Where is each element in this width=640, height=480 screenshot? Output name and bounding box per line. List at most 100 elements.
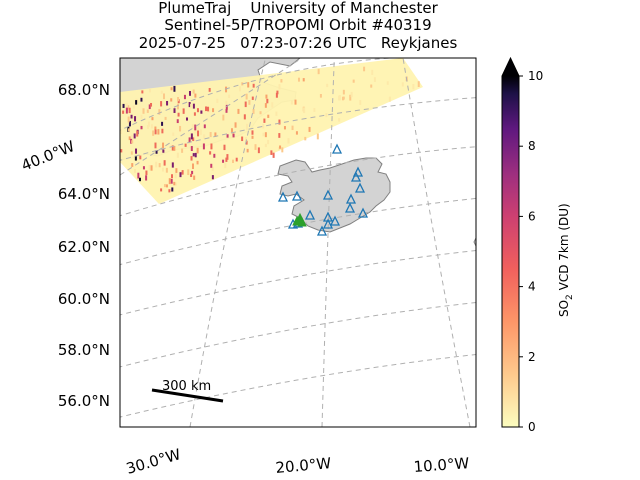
- so2-pixel: [230, 128, 233, 133]
- so2-pixel: [338, 118, 341, 122]
- so2-pixel: [295, 131, 298, 135]
- so2-pixel: [127, 105, 130, 110]
- active-vent-triangle-icon: [297, 216, 307, 227]
- so2-pixel: [209, 151, 212, 155]
- so2-pixel: [234, 122, 237, 128]
- so2-pixel: [225, 86, 228, 93]
- volcano-triangle-icon: [316, 225, 328, 236]
- so2-pixel: [188, 90, 191, 96]
- graticule-grid: [120, 58, 476, 427]
- so2-pixel: [208, 107, 211, 113]
- so2-pixel: [275, 92, 278, 98]
- so2-pixel: [352, 79, 355, 83]
- lat-label-60n: 60.0°N: [58, 290, 110, 308]
- volcano-triangle-icon: [322, 189, 334, 200]
- so2-pixel: [160, 101, 163, 107]
- so2-pixel: [303, 107, 306, 114]
- so2-pixel: [316, 133, 319, 140]
- volcano-triangle-icon: [331, 143, 343, 154]
- so2-pixel: [155, 150, 158, 154]
- so2-pixel: [133, 133, 136, 139]
- so2-pixel: [278, 133, 281, 138]
- volcano-triangle-icon: [322, 218, 334, 229]
- so2-pixel: [128, 107, 131, 114]
- so2-pixel: [222, 114, 225, 121]
- so2-pixel: [349, 94, 352, 101]
- so2-pixel: [202, 143, 205, 150]
- so2-pixel: [155, 161, 158, 168]
- so2-pixel: [192, 103, 195, 109]
- so2-pixel: [325, 113, 328, 118]
- so2-pixel: [173, 146, 176, 151]
- so2-pixel: [205, 106, 208, 112]
- so2-pixel: [173, 85, 176, 92]
- so2-pixel: [128, 136, 131, 141]
- so2-pixel: [251, 130, 254, 135]
- so2-pixel: [135, 100, 138, 105]
- so2-pixel: [388, 96, 391, 102]
- so2-pixel: [168, 178, 171, 185]
- so2-pixel: [228, 94, 231, 99]
- so2-pixel: [245, 140, 248, 145]
- so2-pixel: [160, 188, 163, 192]
- so2-pixel: [281, 147, 284, 153]
- so2-pixel: [148, 88, 151, 93]
- so2-pixel: [257, 147, 260, 154]
- so2-pixel: [313, 107, 316, 112]
- colorbar-ticks: 0 2 4 6 8 10: [519, 69, 543, 434]
- so2-pixel: [158, 109, 161, 115]
- so2-pixel: [185, 117, 188, 121]
- title-line-3: 2025-07-25 07:23-07:26 UTC Reykjanes: [138, 34, 458, 52]
- so2-pixel: [171, 145, 174, 151]
- parallel-62n: [120, 197, 476, 266]
- so2-pixel: [341, 96, 344, 101]
- so2-pixel: [270, 150, 273, 155]
- so2-pixel: [319, 93, 322, 98]
- so2-pixel: [182, 108, 185, 114]
- parallel-60n: [120, 250, 476, 316]
- so2-pixel: [190, 156, 193, 161]
- so2-pixel: [243, 114, 246, 120]
- so2-pixel: [131, 140, 134, 144]
- so2-pixel: [179, 172, 182, 178]
- so2-pixel: [193, 175, 196, 180]
- so2-pixel: [317, 68, 320, 75]
- so2-pixel: [245, 93, 248, 100]
- so2-pixel: [181, 170, 184, 175]
- so2-pixel: [226, 154, 229, 160]
- so2-pixel: [188, 137, 191, 143]
- parallel-64n: [120, 146, 476, 217]
- so2-pixel: [267, 139, 270, 145]
- so2-pixel: [132, 105, 135, 109]
- so2-pixel: [222, 159, 225, 163]
- so2-pixel: [148, 164, 151, 171]
- so2-pixel: [135, 148, 138, 154]
- so2-pixel: [224, 162, 227, 169]
- so2-pixel: [241, 136, 244, 142]
- so2-pixel: [266, 98, 269, 104]
- so2-pixel: [183, 94, 186, 100]
- volcano-triangle-icon: [304, 209, 316, 220]
- so2-pixel: [162, 142, 165, 149]
- so2-pixel: [140, 114, 143, 119]
- so2-pixel: [200, 110, 203, 114]
- so2-pixel: [120, 149, 123, 153]
- so2-pixel: [237, 108, 240, 114]
- so2-pixel: [213, 153, 216, 158]
- so2-pixel: [190, 146, 193, 151]
- so2-pixel: [134, 116, 137, 122]
- colorbar-tick-label: 0: [528, 420, 536, 434]
- so2-pixel: [120, 129, 123, 134]
- so2-pixel: [171, 174, 174, 179]
- so2-pixel: [264, 103, 267, 108]
- so2-pixel: [141, 90, 144, 94]
- so2-pixel: [171, 162, 174, 168]
- so2-pixel: [212, 108, 215, 113]
- so2-pixel: [165, 167, 168, 173]
- so2-pixel: [170, 87, 173, 91]
- so2-pixel: [226, 134, 229, 138]
- so2-pixel: [283, 126, 286, 130]
- so2-pixel: [158, 163, 161, 168]
- so2-pixel: [194, 152, 197, 158]
- so2-pixel: [152, 130, 155, 136]
